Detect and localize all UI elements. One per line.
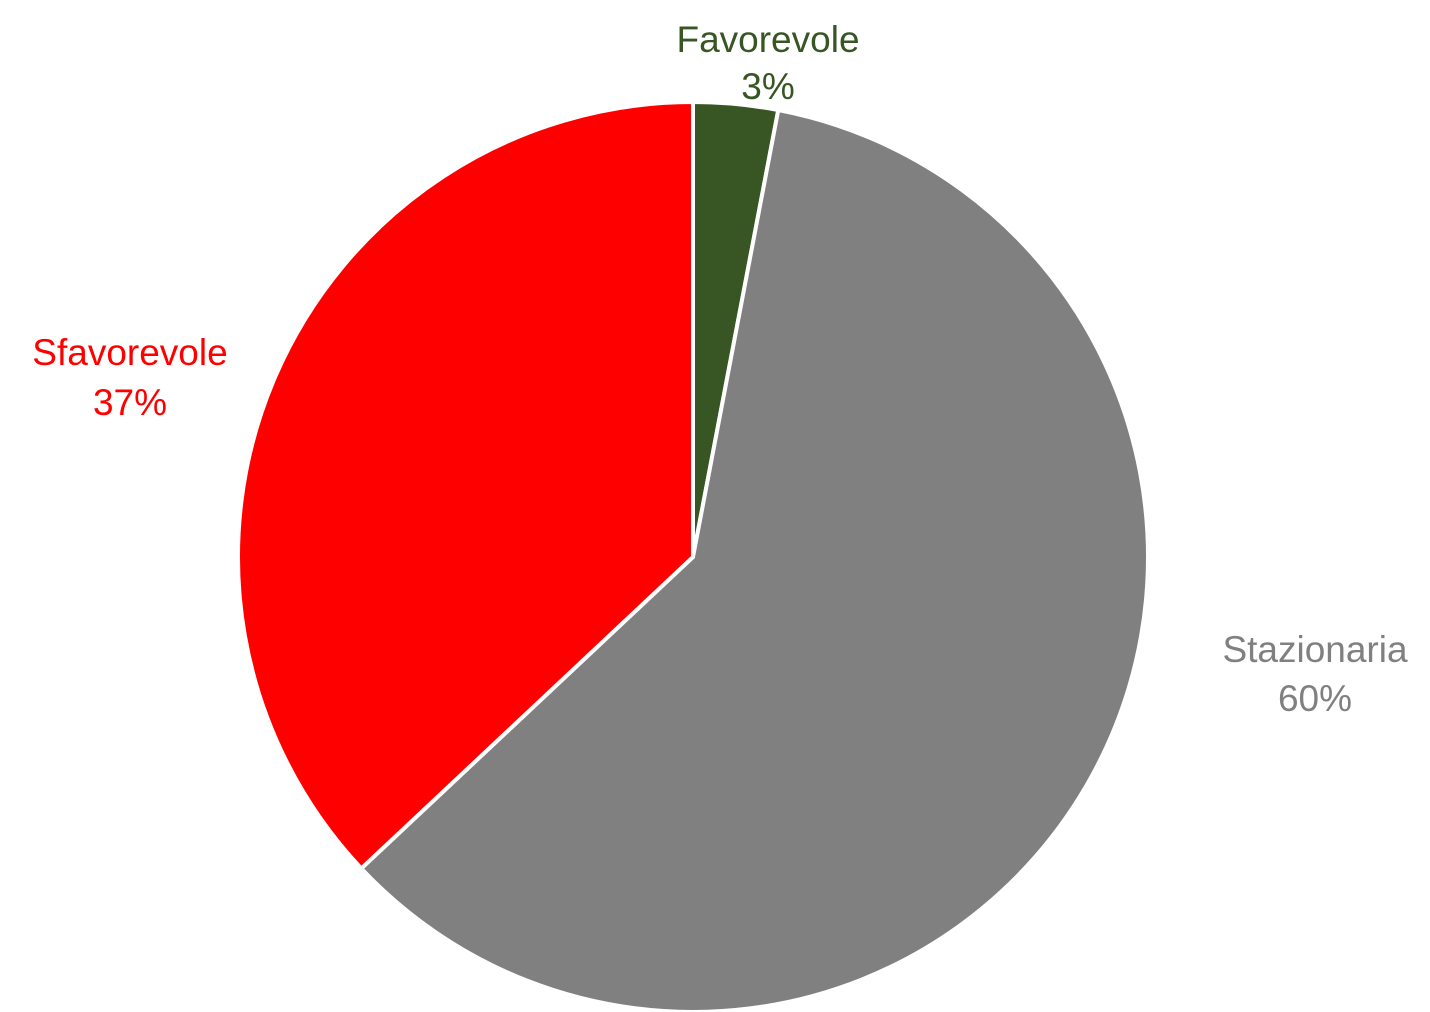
slice-percent-label: 60% [1278,678,1352,719]
pie-slice-stazionaria [358,107,1150,1012]
slice-category-label: Sfavorevole [32,332,227,373]
slice-category-label: Favorevole [676,19,859,60]
labels-layer: Favorevole 3% Stazionaria 60% Sfavorevole 37% [32,19,1408,719]
pie-slice-sfavorevole [236,99,695,872]
slice-category-label: Stazionaria [1222,629,1408,670]
slice-percent-label: 3% [741,66,794,107]
slice-percent-label: 37% [93,382,167,423]
slices-layer [236,99,1150,1012]
